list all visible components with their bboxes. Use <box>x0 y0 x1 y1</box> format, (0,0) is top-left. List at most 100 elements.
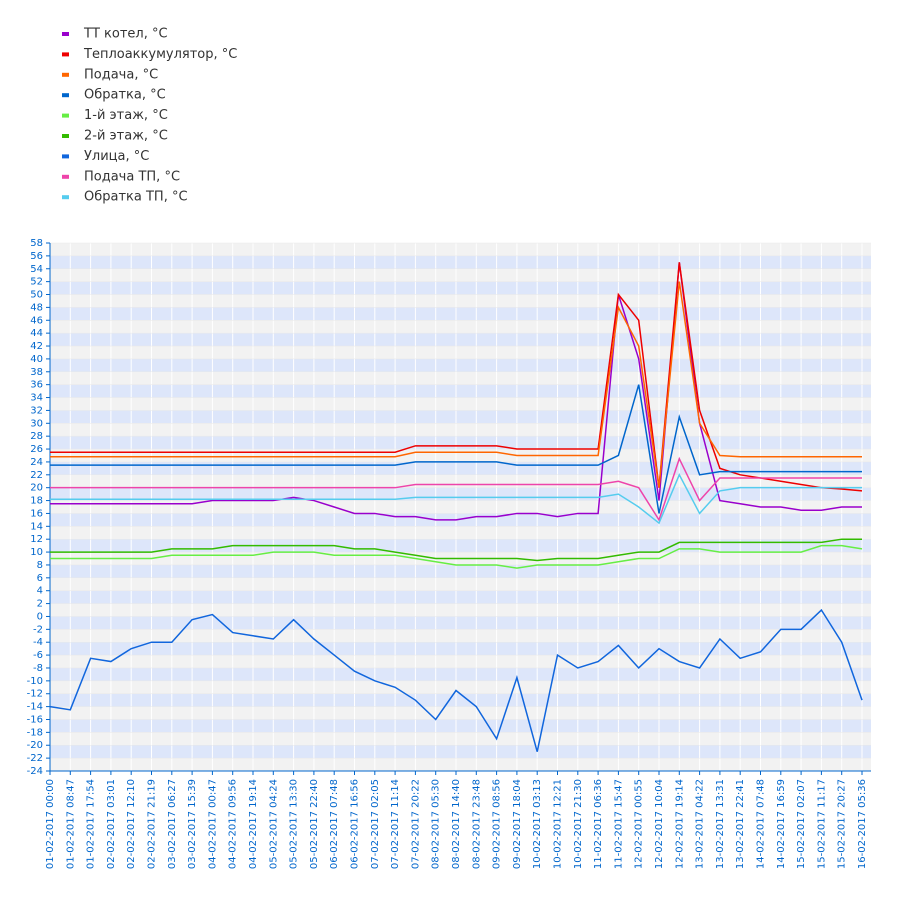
x-tick-label: 06-02-2017 07:48 <box>329 779 340 869</box>
x-tick-label: 07-02-2017 20:22 <box>410 779 421 869</box>
grid-band <box>50 732 871 746</box>
y-tick-label: -8 <box>33 663 43 674</box>
x-tick-label: 02-02-2017 21:19 <box>147 779 158 869</box>
x-tick-label: 10-02-2017 12:21 <box>553 779 564 869</box>
grid-band <box>50 603 871 617</box>
series-line <box>50 262 862 521</box>
grid-band <box>50 268 871 282</box>
grid-band <box>50 680 871 694</box>
x-tick-label: 10-02-2017 03:13 <box>532 779 543 869</box>
y-tick-label: -10 <box>27 676 43 687</box>
grid-band <box>50 436 871 450</box>
x-tick-label: 03-02-2017 06:27 <box>167 779 178 869</box>
grid-band <box>50 539 871 553</box>
x-tick-label: 09-02-2017 18:04 <box>512 779 523 869</box>
grid-band <box>50 616 871 630</box>
x-tick-label: 05-02-2017 13:30 <box>289 779 300 869</box>
legend-label: Улица, °C <box>84 149 149 164</box>
x-tick-label: 08-02-2017 05:30 <box>431 779 442 869</box>
grid-band <box>50 706 871 720</box>
legend-marker <box>62 174 69 179</box>
grid-band <box>50 384 871 398</box>
grid-band <box>50 590 871 604</box>
grid-band <box>50 667 871 681</box>
y-tick-label: -20 <box>27 740 43 751</box>
legend-label: Обратка, °C <box>84 88 166 103</box>
y-tick-label: 20 <box>30 483 43 494</box>
grid-band <box>50 410 871 424</box>
x-tick-label: 14-02-2017 16:59 <box>776 779 787 869</box>
legend-marker <box>62 72 69 77</box>
x-tick-label: 15-02-2017 11:17 <box>816 779 827 869</box>
y-tick-label: 42 <box>30 341 43 352</box>
x-tick-label: 02-02-2017 12:10 <box>126 779 137 869</box>
y-tick-label: -22 <box>27 753 43 764</box>
y-tick-label: 36 <box>30 380 43 391</box>
series-line <box>50 544 863 569</box>
grid-band <box>50 358 871 372</box>
y-tick-label: 26 <box>30 444 43 455</box>
y-tick-label: 8 <box>37 560 43 571</box>
grid-band <box>50 320 871 334</box>
grid-band <box>50 371 871 385</box>
x-tick-label: 01-02-2017 17:54 <box>86 779 97 869</box>
y-tick-label: -18 <box>27 727 43 738</box>
grid-band <box>50 346 871 359</box>
legend-marker <box>62 154 69 159</box>
grid-band <box>50 577 871 591</box>
y-tick-label: 40 <box>30 354 43 365</box>
y-tick-label: -16 <box>27 714 43 725</box>
x-tick-label: 05-02-2017 22:40 <box>309 779 320 869</box>
x-tick-label: 13-02-2017 22:41 <box>735 779 746 869</box>
x-tick-label: 14-02-2017 07:48 <box>756 779 767 869</box>
x-tick-label: 07-02-2017 11:14 <box>390 779 401 869</box>
legend-marker <box>62 113 69 118</box>
y-tick-label: -4 <box>33 637 43 648</box>
legend-marker <box>62 52 69 57</box>
grid-band <box>50 333 871 347</box>
x-tick-label: 03-02-2017 15:39 <box>187 779 198 869</box>
x-tick-label: 16-02-2017 05:36 <box>857 779 868 869</box>
grid-band <box>50 281 871 295</box>
grid-band <box>50 745 871 759</box>
y-tick-label: -24 <box>27 766 43 777</box>
y-tick-label: 24 <box>30 457 43 468</box>
grid-band <box>50 449 871 462</box>
x-tick-label: 12-02-2017 10:04 <box>654 779 665 869</box>
y-tick-label: 2 <box>37 599 43 610</box>
y-tick-label: 0 <box>37 611 43 622</box>
grid-band <box>50 461 871 475</box>
grid-band <box>50 655 871 668</box>
y-tick-label: 58 <box>30 238 43 249</box>
x-tick-label: 13-02-2017 13:31 <box>715 779 726 869</box>
y-tick-label: 56 <box>30 251 43 262</box>
x-tick-label: 11-02-2017 06:36 <box>593 779 604 869</box>
grid-band <box>50 294 871 308</box>
grid-band <box>50 758 871 771</box>
x-tick-label: 01-02-2017 00:00 <box>45 779 56 869</box>
x-tick-label: 09-02-2017 08:56 <box>492 779 503 869</box>
y-tick-label: 6 <box>37 573 43 584</box>
x-tick-label: 04-02-2017 19:14 <box>248 779 259 869</box>
x-tick-label: 13-02-2017 04:22 <box>695 779 706 869</box>
series-line <box>49 608 863 752</box>
grid-band <box>50 526 871 540</box>
grid-band <box>50 423 871 437</box>
grid-band <box>50 629 871 643</box>
x-tick-label: 11-02-2017 15:47 <box>613 779 624 869</box>
grid-band <box>50 307 871 321</box>
grid-band <box>50 255 871 269</box>
y-tick-label: 30 <box>30 418 43 429</box>
y-tick-label: 46 <box>30 315 43 326</box>
grid-band <box>50 397 871 411</box>
y-tick-label: 4 <box>37 586 43 597</box>
x-tick-label: 01-02-2017 08:47 <box>65 779 76 869</box>
x-tick-label: 04-02-2017 09:56 <box>228 779 239 869</box>
x-tick-label: 06-02-2017 16:56 <box>350 779 361 869</box>
legend-marker <box>62 134 69 138</box>
series-line <box>50 384 862 514</box>
series-line <box>50 456 862 522</box>
legend-marker <box>62 32 69 36</box>
legend-label: 2-й этаж, °C <box>84 129 168 144</box>
